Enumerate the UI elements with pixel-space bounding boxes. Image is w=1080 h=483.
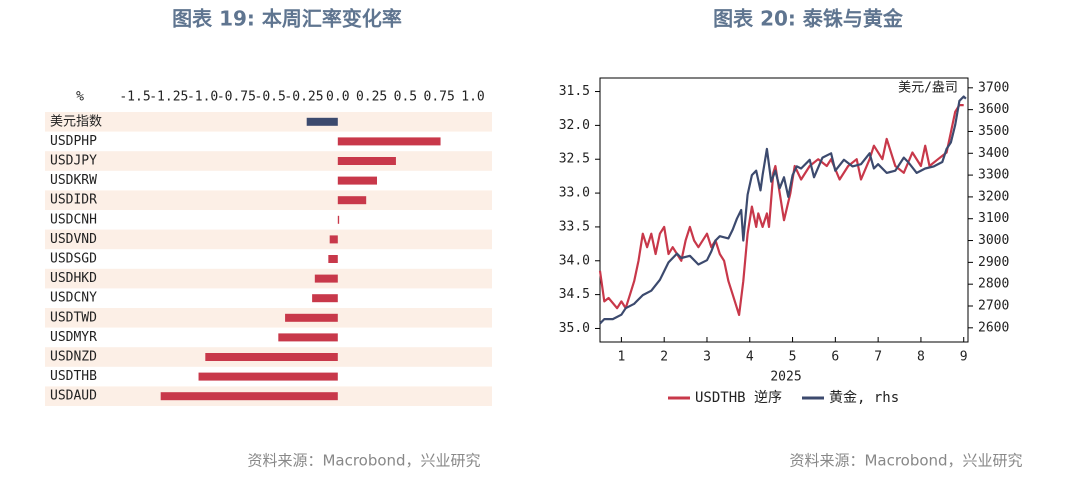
y-tick-label: USDCNY xyxy=(50,291,97,306)
bar xyxy=(160,392,338,401)
bar xyxy=(205,353,338,361)
y-tick-label: 美元指数 xyxy=(50,114,102,129)
bar xyxy=(314,274,338,283)
x-tick-label: 2 xyxy=(660,350,668,365)
chart-title: 图表 19: 本周汇率变化率 xyxy=(172,7,402,31)
x-tick-label: 1.0 xyxy=(461,90,484,105)
bar xyxy=(312,294,338,303)
y-tick-label: USDNZD xyxy=(50,350,97,365)
bar xyxy=(337,176,378,185)
x-tick-label: -1.25 xyxy=(149,90,188,105)
row-stripe xyxy=(45,229,492,250)
x-tick-label: -0.5 xyxy=(255,90,286,105)
bar xyxy=(337,215,340,224)
y-tick-label: USDAUD xyxy=(50,389,97,404)
y-tick-label: USDTHB xyxy=(50,369,97,384)
y2-tick-label: 2700 xyxy=(978,299,1009,314)
y-tick-label: USDCNH xyxy=(50,212,97,227)
y-tick-label: USDKRW xyxy=(50,173,97,188)
bar xyxy=(198,372,338,381)
plot-frame xyxy=(599,77,969,343)
y-tick-label: 33.0 xyxy=(559,186,590,201)
x-tick-label: -1.0 xyxy=(187,90,218,105)
x-tick-label: 6 xyxy=(831,350,839,365)
x-tick-label: 0.75 xyxy=(424,90,455,105)
y-tick-label: USDMYR xyxy=(50,330,97,345)
y2-tick-label: 3000 xyxy=(978,233,1009,248)
y-tick-label: 32.5 xyxy=(559,152,590,167)
y2-tick-label: 3400 xyxy=(978,146,1009,161)
row-stripe xyxy=(45,112,492,132)
y-tick-label: 33.5 xyxy=(559,219,590,234)
y-tick-label: USDVND xyxy=(50,232,97,247)
x-tick-label: 4 xyxy=(746,350,754,365)
y2-tick-label: 2600 xyxy=(978,320,1009,335)
y-tick-label: 35.0 xyxy=(559,321,590,336)
x-tick-label: 3 xyxy=(703,350,711,365)
x-tick-label: 0.25 xyxy=(356,90,387,105)
x-tick-label: 7 xyxy=(874,350,882,365)
row-stripe xyxy=(45,308,492,328)
bar xyxy=(329,235,338,244)
x-tick-label: 0.5 xyxy=(394,90,417,105)
x-tick-label: 9 xyxy=(960,350,968,365)
bar xyxy=(285,313,338,322)
y2-tick-label: 2900 xyxy=(978,255,1009,270)
legend-label: 黄金, rhs xyxy=(829,389,899,406)
y2-tick-label: 3200 xyxy=(978,189,1009,204)
y2-tick-label: 3700 xyxy=(978,80,1009,95)
bar xyxy=(328,255,338,263)
source: 资料来源：Macrobond，兴业研究 xyxy=(789,452,1022,470)
axis-label: % xyxy=(76,90,84,105)
y2-tick-label: 3500 xyxy=(978,124,1009,139)
y-tick-label: USDSGD xyxy=(50,252,97,267)
x-tick-label: 0.0 xyxy=(326,90,349,105)
y-tick-label: USDTWD xyxy=(50,310,97,325)
axis-label: 美元/盎司 xyxy=(898,81,958,96)
axis-label: 2025 xyxy=(770,370,801,385)
x-tick-label: -0.75 xyxy=(217,90,256,105)
bar xyxy=(337,196,367,205)
bar xyxy=(337,137,441,146)
x-tick-label: 1 xyxy=(617,350,625,365)
bar xyxy=(337,157,396,165)
bar xyxy=(278,333,338,342)
line-series xyxy=(599,95,967,325)
y2-tick-label: 3300 xyxy=(978,168,1009,183)
row-stripe xyxy=(45,268,492,289)
line-series xyxy=(598,104,964,316)
y-tick-label: USDJPY xyxy=(50,154,97,169)
row-stripe xyxy=(45,190,492,210)
source: 资料来源：Macrobond，兴业研究 xyxy=(247,452,480,470)
y-tick-label: USDIDR xyxy=(50,193,97,208)
legend-label: USDTHB 逆序 xyxy=(695,390,782,406)
y-tick-label: 31.5 xyxy=(559,84,590,99)
y-tick-label: 34.0 xyxy=(559,253,590,268)
y-tick-label: 32.0 xyxy=(559,118,590,133)
y-tick-label: 34.5 xyxy=(559,287,590,302)
bar xyxy=(306,117,338,126)
x-tick-label: -1.5 xyxy=(119,90,150,105)
y-tick-label: USDHKD xyxy=(50,271,97,286)
x-tick-label: 5 xyxy=(789,350,797,365)
x-tick-label: 8 xyxy=(917,350,925,365)
y2-tick-label: 3100 xyxy=(978,211,1009,226)
chart-title: 图表 20: 泰铢与黄金 xyxy=(713,7,904,31)
y2-tick-label: 2800 xyxy=(978,277,1009,292)
y-tick-label: USDPHP xyxy=(50,134,97,149)
x-tick-label: -0.25 xyxy=(284,90,323,105)
row-stripe xyxy=(45,151,492,171)
y2-tick-label: 3600 xyxy=(978,102,1009,117)
